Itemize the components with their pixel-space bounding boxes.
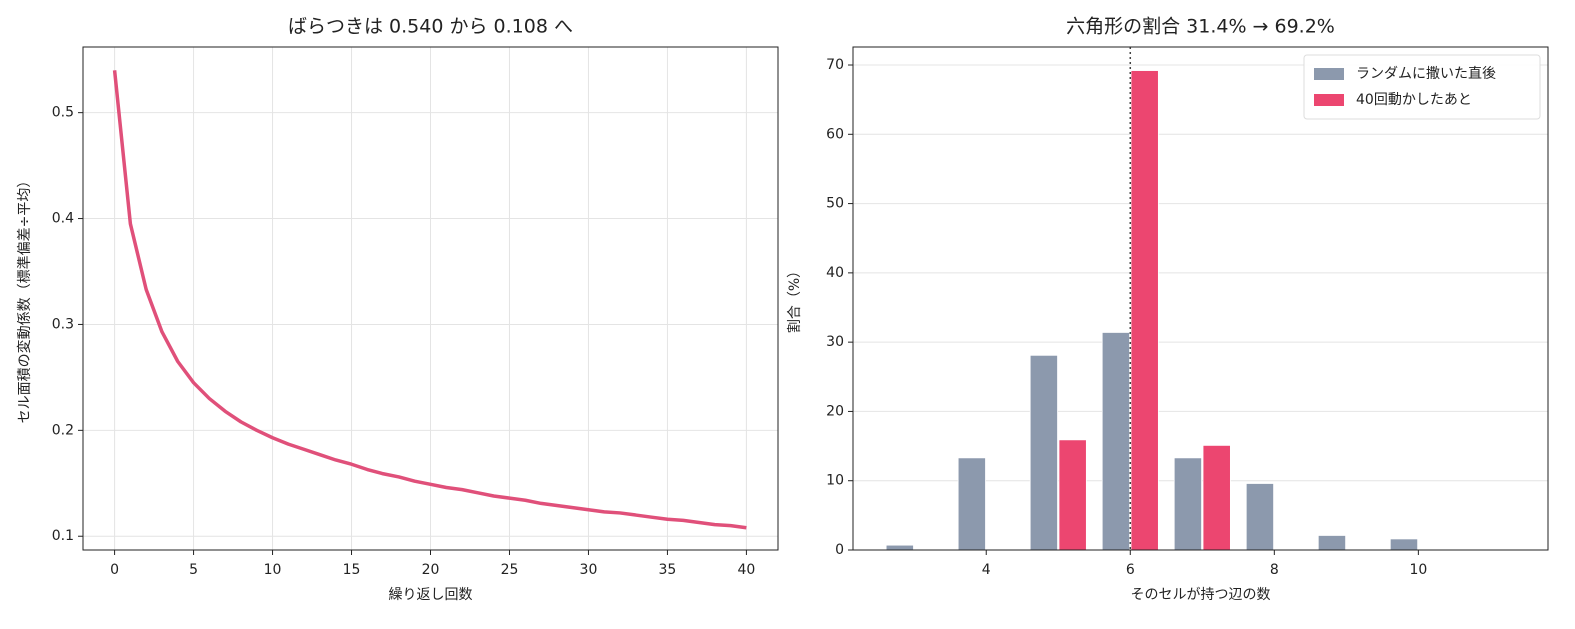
- x-tick-label: 6: [1126, 562, 1135, 578]
- bar: [957, 457, 986, 551]
- chart-title: ばらつきは 0.540 から 0.108 へ: [288, 16, 573, 38]
- y-tick-label: 0.5: [52, 105, 74, 121]
- legend-label: 40回動かしたあと: [1356, 92, 1472, 108]
- x-tick-label: 5: [189, 562, 198, 578]
- bar: [1245, 483, 1275, 551]
- y-tick-label: 70: [826, 57, 844, 73]
- bar: [1058, 439, 1087, 551]
- plot-frame: [852, 46, 1549, 551]
- y-tick-label: 20: [826, 403, 844, 419]
- x-tick-label: 10: [1409, 562, 1427, 578]
- bar: [1029, 354, 1058, 551]
- x-axis-label: 繰り返し回数: [389, 587, 473, 603]
- legend-label: ランダムに撒いた直後: [1356, 65, 1496, 82]
- y-tick-label: 30: [826, 334, 844, 350]
- y-tick-label: 0.4: [52, 211, 74, 227]
- legend-swatch: [1314, 94, 1344, 106]
- x-tick-label: 15: [343, 562, 361, 578]
- y-tick-label: 10: [826, 473, 844, 489]
- chart-title: 六角形の割合 31.4% → 69.2%: [1066, 16, 1335, 38]
- bar: [1130, 70, 1159, 551]
- x-axis-label: そのセルが持つ辺の数: [1131, 587, 1271, 603]
- x-tick-label: 40: [737, 562, 755, 578]
- x-tick-label: 25: [501, 562, 519, 578]
- y-axis-label: セル面積の変動係数（標準偏差÷平均）: [16, 174, 33, 424]
- y-tick-label: 50: [826, 196, 844, 212]
- bar: [1101, 332, 1130, 551]
- y-tick-label: 60: [826, 126, 844, 142]
- bar: [1317, 535, 1347, 551]
- legend-swatch: [1314, 68, 1344, 80]
- y-tick-label: 0.3: [52, 316, 74, 332]
- legend: [1303, 54, 1541, 120]
- x-tick-label: 35: [659, 562, 677, 578]
- bar: [1173, 457, 1202, 551]
- y-tick-label: 0.1: [52, 528, 74, 544]
- x-tick-label: 10: [264, 562, 282, 578]
- plot-frame: [82, 46, 779, 551]
- y-tick-label: 40: [826, 265, 844, 281]
- y-tick-label: 0.2: [52, 422, 74, 438]
- x-tick-label: 8: [1270, 562, 1279, 578]
- y-tick-label: 0: [835, 542, 844, 558]
- x-tick-label: 30: [580, 562, 598, 578]
- y-axis-label: 割合（%）: [786, 264, 803, 333]
- x-tick-label: 4: [982, 562, 991, 578]
- x-tick-label: 20: [422, 562, 440, 578]
- bar: [885, 544, 914, 551]
- bar: [1389, 538, 1419, 551]
- bar: [1202, 444, 1231, 551]
- x-tick-label: 0: [110, 562, 119, 578]
- data-line: [112, 70, 747, 530]
